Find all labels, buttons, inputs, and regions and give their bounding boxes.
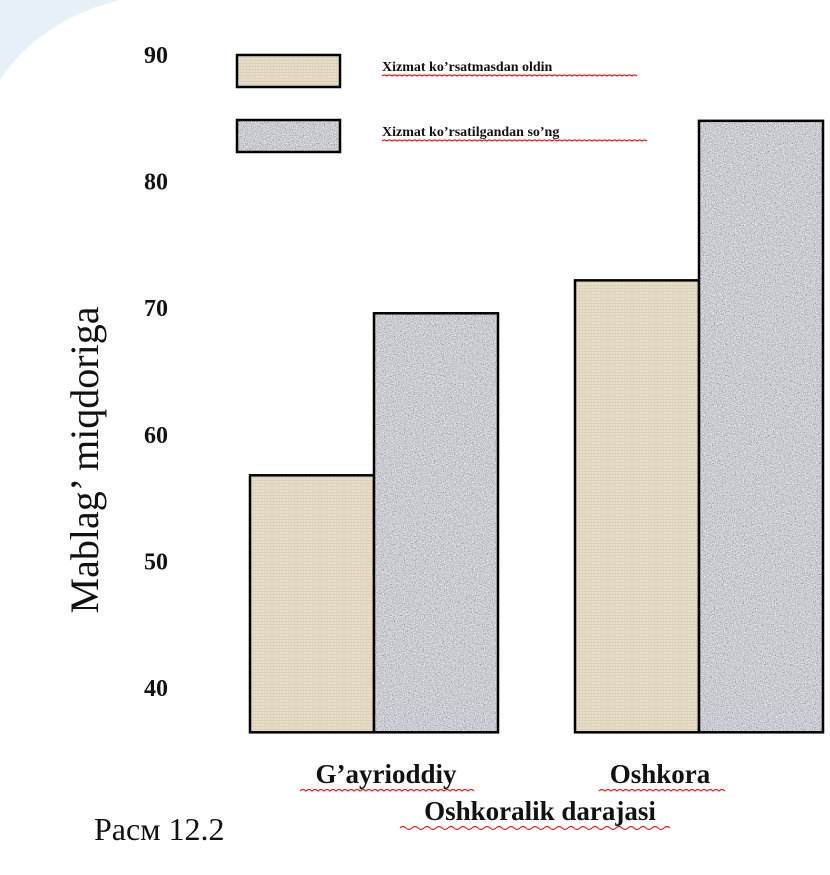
figure-caption: Расм 12.2 xyxy=(94,811,224,847)
bar-after xyxy=(372,312,500,734)
y-tick-label: 60 xyxy=(144,423,168,449)
legend-swatch xyxy=(237,120,340,152)
y-axis-label: Mablag’ miqdoriga xyxy=(62,306,107,613)
spellcheck-underline xyxy=(399,825,671,831)
spellcheck-underline xyxy=(598,788,726,792)
x-tick-label: G’ayrioddiy xyxy=(315,759,457,789)
y-tick-label: 40 xyxy=(144,676,168,702)
legend-label: Xizmat ko’rsatilgandan so’ng xyxy=(382,125,559,140)
spellcheck-underline xyxy=(381,139,648,142)
spellcheck-underline xyxy=(299,788,475,792)
bar-after xyxy=(697,119,825,734)
legend-item: Xizmat ko’rsatilgandan so’ng xyxy=(235,118,648,154)
y-tick-label: 70 xyxy=(144,296,168,322)
legend-item: Xizmat ko’rsatmasdan oldin xyxy=(235,53,638,89)
y-tick-label: 90 xyxy=(144,43,168,69)
y-tick-label: 50 xyxy=(144,549,168,575)
x-tick-label: Oshkora xyxy=(610,759,711,789)
legend-label: Xizmat ko’rsatmasdan oldin xyxy=(382,60,553,75)
corner-decoration xyxy=(0,0,120,80)
spellcheck-underline xyxy=(381,74,638,77)
bar-before xyxy=(573,279,701,734)
bar-before xyxy=(248,474,376,734)
y-tick-label: 80 xyxy=(144,170,168,196)
legend-swatch xyxy=(237,55,340,87)
x-axis-label: Oshkoralik darajasi xyxy=(424,796,656,826)
